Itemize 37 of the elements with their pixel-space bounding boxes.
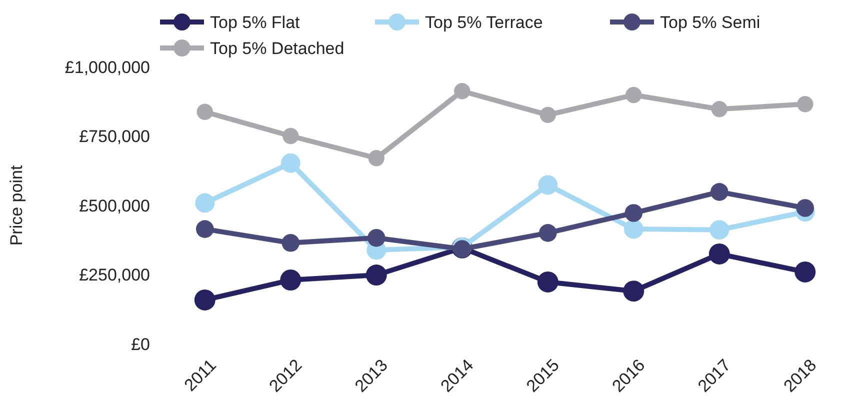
y-tick-label: £1,000,000 bbox=[64, 58, 150, 77]
point bbox=[794, 261, 816, 282]
point bbox=[196, 104, 213, 120]
point bbox=[196, 220, 214, 238]
point bbox=[708, 243, 730, 264]
point bbox=[538, 175, 558, 195]
point bbox=[624, 219, 644, 239]
point bbox=[710, 183, 728, 201]
point bbox=[711, 101, 728, 118]
point bbox=[796, 199, 814, 217]
point bbox=[623, 280, 644, 302]
point bbox=[195, 193, 215, 213]
legend-label: Top 5% Flat bbox=[210, 12, 300, 32]
y-tick-label: £500,000 bbox=[79, 196, 150, 216]
point bbox=[280, 270, 302, 291]
point bbox=[366, 264, 387, 286]
point bbox=[797, 96, 814, 112]
point bbox=[368, 150, 384, 166]
point bbox=[282, 234, 300, 252]
point bbox=[282, 128, 299, 144]
legend-label: Top 5% Terrace bbox=[425, 12, 543, 32]
point bbox=[540, 106, 556, 124]
point bbox=[710, 220, 730, 240]
y-tick-label: £750,000 bbox=[79, 127, 150, 146]
point bbox=[538, 224, 557, 242]
point bbox=[624, 204, 643, 222]
point bbox=[626, 86, 642, 104]
point bbox=[454, 83, 470, 100]
y-axis-title: Price point bbox=[7, 165, 26, 246]
legend-label: Top 5% Semi bbox=[660, 12, 760, 32]
point bbox=[537, 271, 558, 292]
point bbox=[367, 229, 386, 247]
point bbox=[280, 153, 300, 173]
legend-label: Top 5% Detached bbox=[210, 38, 344, 58]
y-tick-label: £0 bbox=[131, 334, 150, 354]
y-tick-label: £250,000 bbox=[79, 266, 150, 285]
point bbox=[194, 289, 216, 310]
